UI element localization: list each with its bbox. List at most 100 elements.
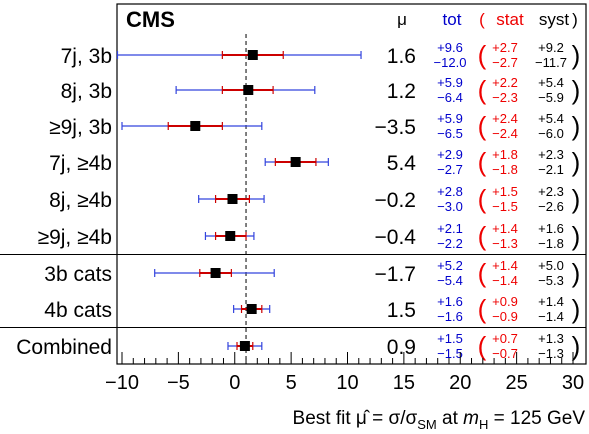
mu-value: −1.7 (375, 263, 416, 286)
row-4: 7j, ≥4b 5.4 +2.9−2.7 (+1.8−1.8 +2.3−2.1) (49, 147, 580, 177)
syst-down: −1.3 (538, 346, 564, 361)
row-9: Combined 0.9 +1.5−1.5 (+0.7−0.7 +1.3−1.3) (16, 331, 580, 361)
best-fit-marker (227, 194, 238, 204)
syst-down: −5.9 (538, 90, 564, 105)
row-label: ≥9j, 3b (49, 116, 112, 139)
best-fit-marker (225, 231, 236, 241)
stat-down: −1.5 (492, 199, 518, 214)
plot-frame (116, 3, 587, 365)
stat-up: +1.4 (492, 258, 518, 273)
open-paren: ( (478, 75, 487, 105)
header-tot: tot (443, 10, 462, 29)
best-fit-marker (239, 341, 250, 351)
header-stat: stat (496, 10, 524, 29)
open-paren: ( (478, 294, 487, 324)
syst-up: +1.4 (538, 294, 564, 309)
tot-up: +1.5 (437, 331, 463, 346)
open-paren: ( (478, 111, 487, 141)
tot-up: +5.2 (437, 258, 463, 273)
row-2: 8j, 3b 1.2 +5.9−6.4 (+2.2−2.3 +5.4−5.9) (61, 75, 581, 105)
open-paren: ( (478, 147, 487, 177)
tot-down: −6.5 (437, 126, 463, 141)
row-label: 7j, 3b (61, 45, 112, 68)
row-5: 8j, ≥4b −0.2 +2.8−3.0 (+1.5−1.5 +2.3−2.6) (49, 184, 580, 214)
tot-down: −2.2 (437, 236, 463, 251)
stat-up: +2.2 (492, 75, 518, 90)
tot-down: −12.0 (434, 55, 467, 70)
stat-down: −2.4 (492, 126, 518, 141)
mu-value: 0.9 (387, 336, 416, 359)
row-label: ≥9j, ≥4b (38, 226, 112, 249)
best-fit-marker (247, 50, 258, 60)
x-axis-title: Best fit μ̂ = σ/σSM at mH = 125 GeV (293, 408, 586, 432)
tot-up: +9.6 (437, 40, 463, 55)
stat-up: +0.9 (492, 294, 518, 309)
syst-up: +5.4 (538, 75, 564, 90)
stat-down: −0.9 (492, 309, 518, 324)
tick-label: −5 (167, 372, 190, 394)
header-open-paren: ( (479, 10, 485, 29)
row-3: ≥9j, 3b −3.5 +5.9−6.5 (+2.4−2.4 +5.4−6.0) (49, 111, 580, 141)
stat-down: −1.3 (492, 236, 518, 251)
syst-up: +2.3 (538, 147, 564, 162)
row-label: 8j, 3b (61, 80, 112, 103)
mu-value: −0.4 (375, 226, 417, 249)
mu-value: −0.2 (375, 189, 416, 212)
mu-value: 5.4 (387, 152, 417, 175)
stat-down: −0.7 (492, 346, 518, 361)
tick-label: 0 (229, 372, 240, 394)
header-mu: μ (397, 10, 407, 29)
row-7: 3b cats −1.7 +5.2−5.4 (+1.4−1.4 +5.0−5.3) (44, 258, 580, 288)
syst-up: +1.6 (538, 221, 564, 236)
group-separators (0, 254, 586, 328)
syst-up: +1.3 (538, 331, 564, 346)
syst-down: −1.8 (538, 236, 564, 251)
experiment-label: CMS (126, 7, 175, 32)
close-paren: ) (572, 184, 581, 214)
tot-down: −6.4 (437, 90, 463, 105)
syst-down: −11.7 (535, 55, 567, 70)
tot-down: −1.6 (437, 309, 463, 324)
tick-label: 20 (449, 372, 471, 394)
best-fit-marker (290, 157, 301, 167)
row-label: 7j, ≥4b (49, 152, 112, 175)
stat-up: +0.7 (492, 331, 518, 346)
tot-down: −5.4 (437, 273, 463, 288)
row-label: Combined (16, 336, 112, 359)
row-label: 8j, ≥4b (49, 189, 112, 212)
stat-down: −1.8 (492, 162, 518, 177)
header-syst: syst (539, 10, 570, 29)
mu-value: 1.5 (387, 299, 416, 322)
header-close-paren: ) (572, 10, 578, 29)
syst-down: −6.0 (538, 126, 564, 141)
syst-down: −5.3 (538, 273, 564, 288)
syst-down: −2.1 (538, 162, 564, 177)
close-paren: ) (572, 331, 581, 361)
syst-up: +5.0 (538, 258, 564, 273)
tot-up: +5.9 (437, 75, 463, 90)
best-fit-marker (243, 85, 254, 95)
tot-up: +5.9 (437, 111, 463, 126)
best-fit-marker (190, 121, 201, 131)
stat-up: +2.7 (492, 40, 518, 55)
row-6: ≥9j, ≥4b −0.4 +2.1−2.2 (+1.4−1.3 +1.6−1.8) (38, 221, 581, 251)
row-label: 4b cats (44, 299, 112, 322)
stat-down: −1.4 (492, 273, 518, 288)
tot-up: +1.6 (437, 294, 463, 309)
close-paren: ) (572, 294, 581, 324)
mu-value: 1.2 (387, 80, 416, 103)
tick-label: 15 (393, 372, 415, 394)
rows-group: 7j, 3b 1.6 +9.6−12.0(+2.7−2.7+9.2−11.7)8j,… (16, 40, 580, 361)
syst-down: −2.6 (538, 199, 564, 214)
tot-up: +2.9 (437, 147, 463, 162)
tick-label: 5 (286, 372, 297, 394)
row-8: 4b cats 1.5 +1.6−1.6 (+0.9−0.9 +1.4−1.4) (44, 294, 580, 324)
close-paren: ) (572, 258, 581, 288)
tick-label: 25 (506, 372, 528, 394)
close-paren: ) (572, 111, 581, 141)
tick-label: −10 (105, 372, 139, 394)
close-paren: ) (572, 75, 581, 105)
syst-up: +5.4 (538, 111, 564, 126)
syst-up: +9.2 (538, 40, 564, 55)
